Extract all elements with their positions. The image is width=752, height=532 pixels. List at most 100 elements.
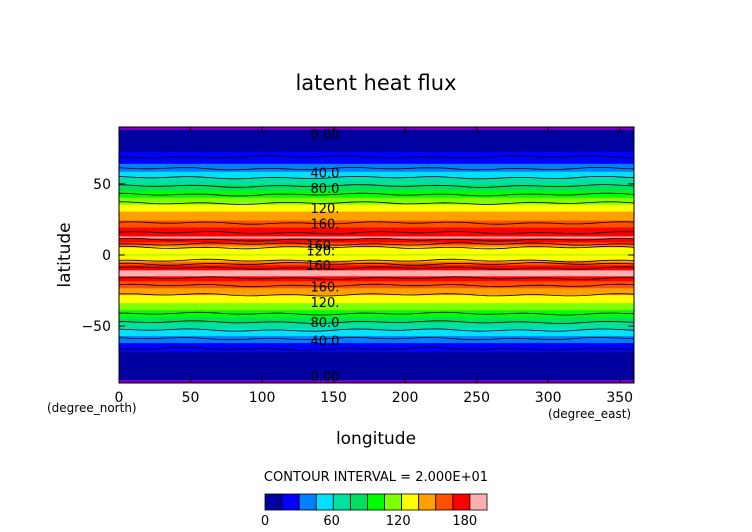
field-band [119, 221, 634, 224]
field-band [119, 214, 634, 217]
field-band [119, 349, 634, 351]
field-band [119, 236, 634, 239]
field-band [119, 247, 634, 250]
field-band [119, 181, 634, 184]
field-band [119, 324, 634, 326]
field-band [119, 138, 634, 141]
contour-line [119, 201, 634, 205]
field-band [119, 291, 634, 293]
field-band [119, 147, 634, 150]
field-band [119, 367, 634, 370]
field-band [119, 161, 634, 164]
contour-line [119, 276, 634, 280]
field-band [119, 290, 634, 292]
field-band [119, 323, 634, 325]
field-band [119, 354, 634, 357]
field-band [119, 140, 634, 143]
field-band [119, 298, 634, 300]
field-band [119, 130, 634, 133]
field-band [119, 240, 634, 243]
field-band [119, 224, 634, 227]
field-band [119, 255, 634, 258]
field-band [119, 244, 634, 247]
field-band [119, 172, 634, 175]
field-band [119, 239, 634, 242]
field-band [119, 193, 634, 196]
field-band [119, 336, 634, 338]
field-band [119, 351, 634, 354]
field-band [119, 132, 634, 135]
field-band [119, 180, 634, 183]
x-tick-label: 150 [320, 390, 347, 406]
colorbar-tick-label: 120 [386, 514, 411, 529]
x-tick-label: 50 [182, 390, 200, 406]
contour-label: 80.0 [310, 182, 339, 197]
field-band [119, 356, 634, 359]
field-band [119, 350, 634, 352]
field-band [119, 233, 634, 236]
field-band [119, 269, 634, 271]
chart-title: latent heat flux [295, 71, 456, 95]
field-band [119, 375, 634, 378]
field-band [119, 281, 634, 283]
field-band [119, 212, 634, 215]
field-band [119, 274, 634, 276]
contour-line [119, 293, 634, 297]
field-band [119, 273, 634, 275]
field-band [119, 171, 634, 174]
contour-label: 120. [310, 296, 339, 311]
field-band [119, 241, 634, 244]
field-band [119, 207, 634, 210]
contour-label: 160. [306, 259, 335, 274]
field-band [119, 173, 634, 176]
field-band [119, 152, 634, 155]
field-band [119, 157, 634, 160]
field-band [119, 249, 634, 252]
field-band [119, 300, 634, 302]
x-axis-unit: (degree_east) [548, 407, 631, 421]
field-band [119, 145, 634, 148]
y-axis-ticks: 50 0 −50 [81, 177, 634, 335]
field-band [119, 267, 634, 269]
field-band [119, 231, 634, 234]
colorbar-swatch [435, 493, 454, 511]
field-band [119, 222, 634, 225]
field-band [119, 219, 634, 222]
colorbar-swatch [418, 493, 437, 511]
field-band [119, 197, 634, 200]
field-band [119, 327, 634, 329]
colorbar-tick-label: 60 [323, 514, 340, 529]
field-band [119, 205, 634, 208]
field-band [119, 254, 634, 257]
field-band [119, 162, 634, 165]
x-tick-label: 100 [249, 390, 276, 406]
field-band [119, 202, 634, 205]
field-band [119, 309, 634, 311]
colorbar-swatch [298, 493, 317, 511]
colorbar-ticks: 0 60 120 180 [261, 514, 477, 529]
field-band [119, 175, 634, 178]
field-band [119, 227, 634, 230]
pole-band-north [119, 127, 634, 130]
y-tick-label: 0 [102, 248, 111, 264]
contour-label: 40.0 [310, 167, 339, 182]
field-band [119, 341, 634, 343]
contour-line [119, 237, 634, 242]
contour-line [119, 262, 634, 266]
field-band [119, 280, 634, 282]
x-tick-label: 350 [606, 390, 633, 406]
field-band [119, 242, 634, 245]
field-band [119, 265, 634, 267]
contour-line [119, 258, 634, 263]
field-band [119, 346, 634, 348]
field-band [119, 168, 634, 171]
field-band [119, 340, 634, 342]
field-band [119, 206, 634, 209]
field-band [119, 275, 634, 277]
field-band [119, 232, 634, 235]
field-band [119, 299, 634, 301]
field-band [119, 133, 634, 136]
field-band [119, 177, 634, 180]
field-band [119, 208, 634, 211]
field-band [119, 364, 634, 367]
